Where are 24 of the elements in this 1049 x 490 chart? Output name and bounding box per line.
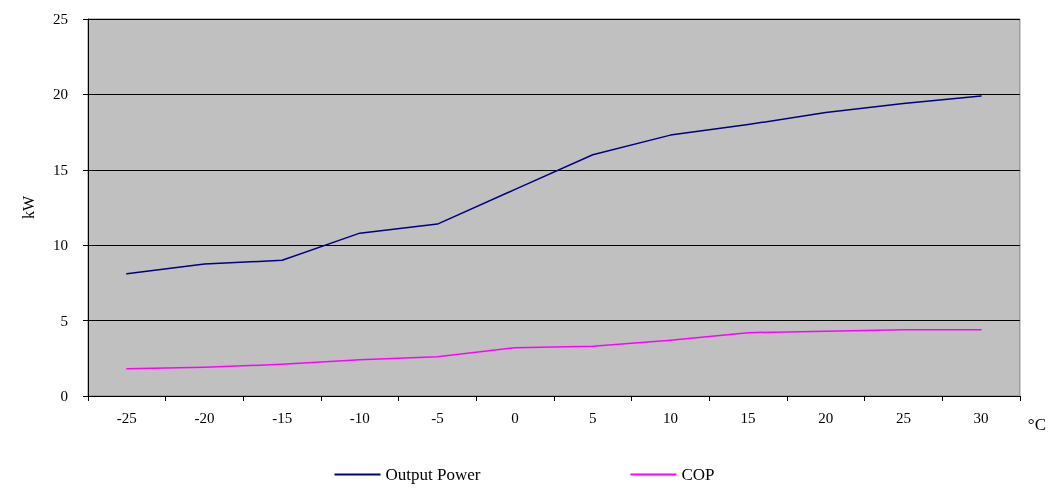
y-tick-label: 25 (53, 11, 68, 27)
x-tick-label: 10 (662, 409, 678, 426)
x-tick-label: 5 (589, 409, 597, 426)
y-tick-label: 15 (53, 161, 68, 178)
y-tick-label: 0 (60, 388, 68, 404)
y-tick-label: 20 (53, 86, 68, 103)
x-axis-title: °C (1027, 415, 1046, 434)
y-tick-label: 5 (60, 312, 68, 329)
x-tick-label: -20 (194, 409, 215, 426)
x-tick-label: 0 (511, 409, 519, 426)
legend-label: Output Power (385, 465, 481, 484)
x-tick-label: 20 (818, 409, 834, 426)
x-tick-label: -15 (272, 409, 293, 426)
legend-label: COP (681, 465, 715, 484)
x-tick-label: -10 (349, 409, 370, 426)
line-series (126, 95, 982, 275)
x-tick-label: 30 (973, 409, 989, 426)
y-axis-title: kW (19, 195, 37, 220)
y-tick-label: 10 (53, 237, 68, 254)
x-tick-label: 15 (740, 409, 756, 426)
line-series (126, 328, 982, 370)
x-tick-label: -5 (431, 409, 444, 426)
x-tick-label: -25 (116, 409, 137, 426)
x-tick-label: 25 (895, 409, 911, 426)
